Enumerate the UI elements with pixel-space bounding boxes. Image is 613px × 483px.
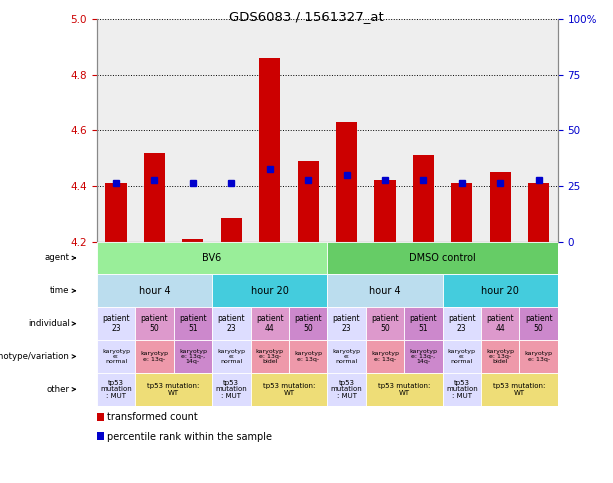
Text: tp53 mutation:
WT: tp53 mutation: WT	[378, 383, 430, 396]
Text: patient
51: patient 51	[409, 314, 437, 333]
Bar	[366, 340, 404, 373]
Text: BV6: BV6	[202, 253, 222, 263]
Text: karyotyp
e:
normal: karyotyp e: normal	[447, 349, 476, 364]
Text: hour 20: hour 20	[251, 286, 289, 296]
Bar	[443, 307, 481, 340]
Text: agent: agent	[45, 254, 70, 262]
Text: patient
44: patient 44	[486, 314, 514, 333]
Bar	[519, 340, 558, 373]
Text: karyotyp
e: 13q-: karyotyp e: 13q-	[371, 351, 399, 362]
Bar	[289, 307, 327, 340]
Bar	[251, 373, 327, 406]
Text: patient
50: patient 50	[294, 314, 322, 333]
Bar	[443, 274, 558, 307]
Text: patient
50: patient 50	[371, 314, 399, 333]
Bar	[135, 373, 212, 406]
Text: tp53
mutation
: MUT: tp53 mutation : MUT	[215, 380, 247, 399]
Bar	[97, 274, 212, 307]
Text: other: other	[47, 385, 70, 394]
Bar	[259, 58, 280, 242]
Bar	[327, 242, 558, 274]
Bar	[251, 340, 289, 373]
Text: karyotyp
e:
normal: karyotyp e: normal	[217, 349, 245, 364]
Bar	[327, 340, 366, 373]
Text: patient
23: patient 23	[448, 314, 476, 333]
Text: karyotyp
e:
normal: karyotyp e: normal	[102, 349, 130, 364]
Bar	[182, 239, 204, 242]
Bar	[443, 373, 481, 406]
Bar	[212, 340, 251, 373]
Text: time: time	[50, 286, 70, 295]
Bar	[443, 340, 481, 373]
Bar	[212, 373, 251, 406]
Text: hour 20: hour 20	[481, 286, 519, 296]
Bar	[97, 412, 104, 421]
Text: karyotyp
e: 13q-: karyotyp e: 13q-	[294, 351, 322, 362]
Bar	[97, 373, 135, 406]
Bar	[451, 183, 473, 242]
Text: tp53 mutation:
WT: tp53 mutation: WT	[148, 383, 200, 396]
Bar	[336, 122, 357, 242]
Text: individual: individual	[28, 319, 70, 328]
Text: tp53
mutation
: MUT: tp53 mutation : MUT	[330, 380, 362, 399]
Text: genotype/variation: genotype/variation	[0, 352, 70, 361]
Text: tp53 mutation:
WT: tp53 mutation: WT	[493, 383, 546, 396]
Bar	[327, 274, 443, 307]
Bar	[221, 218, 242, 242]
Bar	[404, 340, 443, 373]
Text: karyotyp
e: 13q-,
14q-: karyotyp e: 13q-, 14q-	[409, 349, 438, 364]
Text: percentile rank within the sample: percentile rank within the sample	[107, 432, 272, 441]
Text: patient
23: patient 23	[218, 314, 245, 333]
Text: tp53
mutation
: MUT: tp53 mutation : MUT	[446, 380, 478, 399]
Bar	[327, 307, 366, 340]
Bar	[366, 307, 404, 340]
Bar	[173, 340, 212, 373]
Bar	[481, 340, 519, 373]
Text: hour 4: hour 4	[369, 286, 401, 296]
Bar	[404, 307, 443, 340]
Bar	[289, 340, 327, 373]
Text: patient
23: patient 23	[102, 314, 130, 333]
Bar	[481, 307, 519, 340]
Text: karyotyp
e: 13q-
bidel: karyotyp e: 13q- bidel	[256, 349, 284, 364]
Text: DMSO control: DMSO control	[409, 253, 476, 263]
Bar	[97, 340, 135, 373]
Text: GDS6083 / 1561327_at: GDS6083 / 1561327_at	[229, 10, 384, 23]
Text: karyotyp
e: 13q-: karyotyp e: 13q-	[140, 351, 169, 362]
Text: transformed count: transformed count	[107, 412, 198, 422]
Text: hour 4: hour 4	[139, 286, 170, 296]
Text: karyotyp
e: 13q-,
14q-: karyotyp e: 13q-, 14q-	[179, 349, 207, 364]
Bar	[366, 373, 443, 406]
Bar	[490, 172, 511, 242]
Bar	[97, 307, 135, 340]
Bar	[519, 307, 558, 340]
Bar	[144, 153, 165, 242]
Bar	[481, 373, 558, 406]
Text: tp53
mutation
: MUT: tp53 mutation : MUT	[100, 380, 132, 399]
Text: patient
51: patient 51	[179, 314, 207, 333]
Bar	[135, 307, 173, 340]
Text: karyotyp
e: 13q-: karyotyp e: 13q-	[525, 351, 553, 362]
Bar	[375, 181, 395, 242]
Text: karyotyp
e:
normal: karyotyp e: normal	[332, 349, 360, 364]
Text: patient
50: patient 50	[140, 314, 169, 333]
Bar	[297, 161, 319, 242]
Bar	[327, 373, 366, 406]
Bar	[105, 183, 127, 242]
Bar	[413, 156, 434, 242]
Bar	[173, 307, 212, 340]
Text: patient
50: patient 50	[525, 314, 552, 333]
Bar	[97, 242, 327, 274]
Bar	[97, 432, 104, 440]
Bar	[212, 307, 251, 340]
Text: tp53 mutation:
WT: tp53 mutation: WT	[263, 383, 315, 396]
Text: patient
44: patient 44	[256, 314, 284, 333]
Bar	[251, 307, 289, 340]
Text: karyotyp
e: 13q-
bidel: karyotyp e: 13q- bidel	[486, 349, 514, 364]
Bar	[135, 340, 173, 373]
Text: patient
23: patient 23	[333, 314, 360, 333]
Bar	[528, 183, 549, 242]
Bar	[212, 274, 327, 307]
